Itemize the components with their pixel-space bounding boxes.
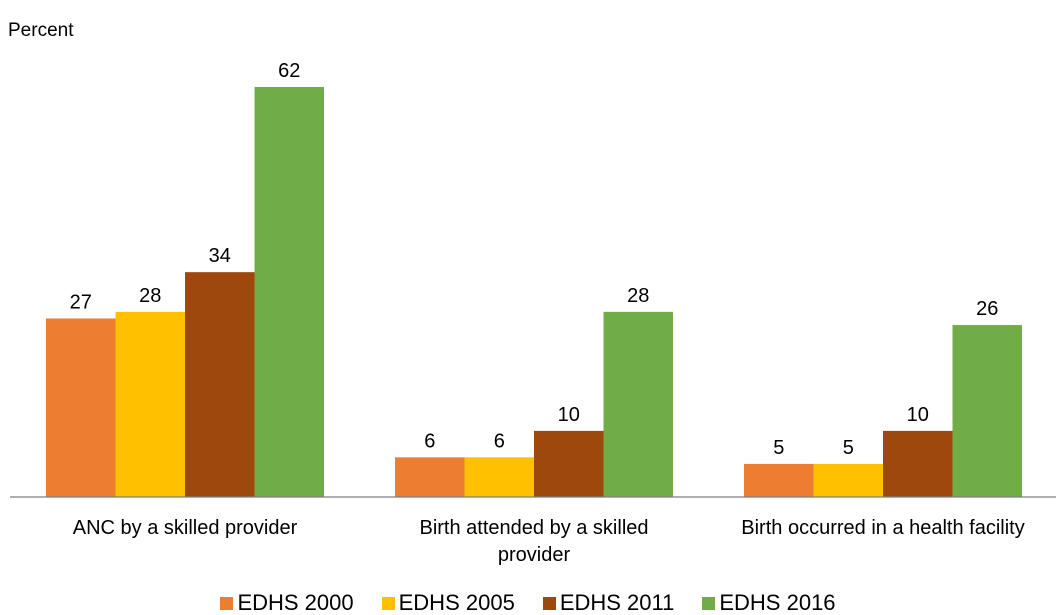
category-label: ANC by a skilled provider [73,517,298,539]
value-label: 26 [976,298,998,320]
bar-edhs-2000-0 [46,318,116,497]
legend-label: EDHS 2016 [719,590,836,615]
value-label: 28 [139,285,161,307]
legend-swatch [220,596,234,610]
legend-swatch [702,596,716,610]
legend: EDHS 2000 EDHS 2005 EDHS 2011 EDHS 2016 [0,592,1056,614]
value-label: 10 [907,404,929,426]
legend-swatch [381,596,395,610]
bar-edhs-2005-1 [464,457,534,497]
category-label: Birth attended by a skilled [419,517,648,539]
bar-edhs-2005-2 [813,463,883,497]
bars-layer [46,87,1022,497]
legend-label: EDHS 2005 [398,590,515,615]
bar-edhs-2011-2 [883,430,953,497]
value-label: 27 [70,291,92,313]
value-label: 34 [209,245,231,267]
category-label: Birth occurred in a health facility [741,517,1024,539]
category-label: provider [498,544,571,566]
bar-edhs-2005-0 [115,311,185,497]
bar-edhs-2016-2 [952,325,1022,497]
bar-edhs-2000-1 [395,457,465,497]
value-label: 6 [494,430,505,452]
bar-edhs-2016-0 [254,87,324,497]
value-label: 62 [278,60,300,82]
legend-swatch [542,596,556,610]
legend-item: EDHS 2005 [381,590,515,615]
bar-edhs-2011-0 [185,272,255,497]
value-label: 10 [558,404,580,426]
value-label: 5 [843,437,854,459]
bar-edhs-2000-2 [744,463,814,497]
bar-edhs-2011-1 [534,430,604,497]
value-label: 6 [424,430,435,452]
legend-label: EDHS 2000 [237,590,354,615]
bar-edhs-2016-1 [603,311,673,497]
legend-item: EDHS 2016 [702,590,836,615]
category-labels-layer: ANC by a skilled provider Birth attended … [73,517,1025,566]
y-axis-label: Percent [8,20,74,41]
legend-item: EDHS 2000 [220,590,354,615]
value-labels-layer: 27 28 34 62 6 6 10 28 5 5 10 26 [70,60,999,459]
value-label: 28 [627,285,649,307]
legend-item: EDHS 2011 [542,590,675,615]
legend-label: EDHS 2011 [559,590,675,615]
bar-chart: 27 28 34 62 6 6 10 28 5 5 10 26 ANC by a skilled pr… [10,60,1056,566]
value-label: 5 [773,437,784,459]
